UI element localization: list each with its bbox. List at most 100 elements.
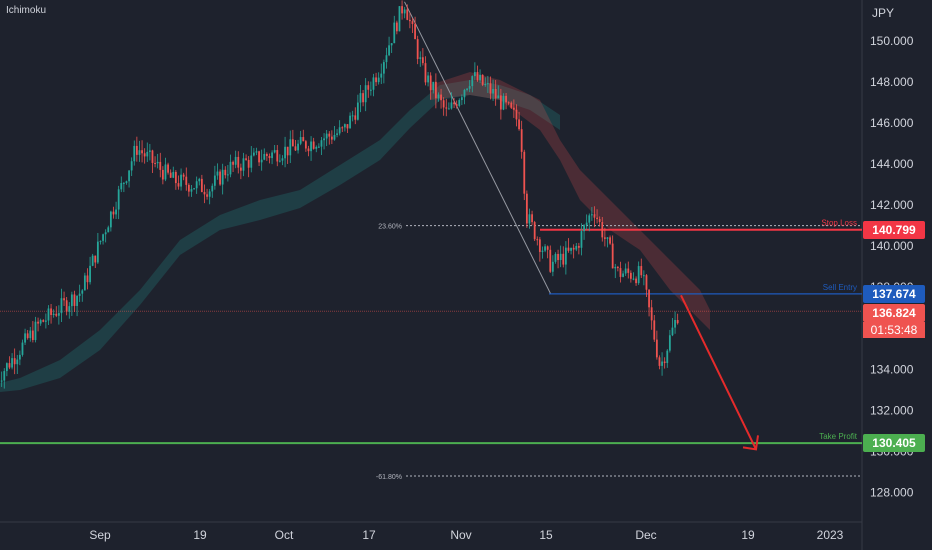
candle-body-260 [671, 327, 674, 336]
y-tick-label-7: 142.000 [870, 198, 914, 212]
candle-body-105 [268, 155, 271, 159]
candle-body-255 [658, 357, 661, 366]
candle-body-245 [632, 278, 635, 280]
candle-body-132 [338, 127, 341, 134]
y-tick-label-3: 134.000 [870, 362, 914, 376]
candle-body-166 [427, 75, 429, 83]
candle-body-40 [99, 240, 102, 242]
candle-body-144 [369, 89, 372, 91]
candle-body-186 [479, 74, 481, 81]
candle-body-137 [351, 115, 354, 117]
candle-body-46 [115, 209, 117, 215]
candle-body-176 [453, 102, 455, 105]
x-tick-label-2: Oct [275, 528, 294, 542]
candle-body-128 [328, 133, 331, 137]
candle-body-230 [593, 214, 596, 218]
candle-body-109 [278, 160, 281, 162]
candle-body-44 [109, 211, 112, 228]
candle-body-155 [398, 6, 401, 32]
candle-body-211 [544, 246, 546, 251]
candle-body-52 [130, 161, 133, 171]
candle-body-203 [523, 151, 526, 194]
candle-body-216 [557, 253, 559, 261]
candle-body-147 [377, 77, 380, 83]
candle-body-114 [291, 139, 294, 147]
candle-body-161 [414, 23, 416, 40]
candle-body-86 [219, 171, 221, 185]
candle-body-103 [263, 153, 266, 160]
candle-body-82 [208, 191, 211, 197]
candle-body-256 [661, 361, 663, 366]
candle-body-191 [492, 88, 494, 94]
candle-body-124 [317, 146, 320, 148]
candle-body-177 [455, 104, 458, 106]
candle-body-238 [614, 266, 617, 269]
candle-body-225 [580, 231, 583, 248]
candle-body-28 [68, 306, 71, 312]
candle-body-136 [349, 115, 351, 129]
candle-body-94 [239, 167, 242, 171]
candle-body-120 [307, 148, 310, 152]
candle-body-184 [473, 72, 476, 77]
candle-body-153 [393, 22, 396, 44]
candle-body-160 [411, 21, 414, 24]
candle-body-221 [570, 247, 572, 251]
candle-body-55 [138, 150, 141, 155]
candle-body-5 [8, 363, 11, 368]
candle-body-42 [104, 232, 107, 235]
candle-body-232 [598, 219, 601, 223]
indicator-title[interactable]: Ichimoku [6, 5, 47, 16]
candle-body-149 [382, 62, 385, 74]
candle-body-204 [525, 193, 528, 224]
projection-arrow-head [742, 435, 759, 451]
candle-body-129 [330, 136, 333, 140]
candle-body-126 [323, 138, 325, 141]
candle-body-104 [265, 153, 268, 156]
candle-body-140 [359, 93, 362, 103]
candle-body-181 [466, 88, 468, 90]
candle-body-146 [375, 77, 377, 83]
candle-body-228 [588, 215, 591, 223]
candles [0, 0, 679, 389]
candle-body-122 [312, 141, 315, 149]
candle-body-222 [572, 247, 575, 250]
candle-body-49 [122, 182, 125, 184]
y-tick-label-6: 140.000 [870, 239, 914, 253]
candle-body-190 [489, 83, 492, 94]
candle-body-141 [362, 93, 364, 103]
candle-body-24 [57, 313, 60, 316]
candle-body-257 [663, 361, 666, 364]
x-tick-label-4: Nov [450, 528, 471, 542]
candle-body-143 [367, 85, 370, 90]
candle-body-23 [55, 313, 58, 316]
candle-body-20 [47, 308, 50, 321]
candle-body-138 [354, 115, 357, 120]
candle-body-67 [169, 172, 172, 178]
candle-body-111 [284, 146, 286, 159]
candle-body-85 [216, 171, 219, 176]
candle-body-131 [336, 133, 338, 135]
candle-body-14 [31, 330, 34, 340]
candle-body-48 [120, 183, 123, 190]
candle-body-80 [203, 191, 206, 195]
level-label-2: Take Profit [819, 432, 858, 441]
candle-body-77 [195, 181, 198, 189]
candle-body-98 [250, 155, 253, 168]
currency-label: JPY [872, 6, 895, 20]
candle-body-9 [18, 354, 21, 360]
candle-body-118 [302, 137, 305, 142]
candle-body-69 [174, 171, 177, 184]
candle-body-102 [260, 159, 263, 163]
candle-body-8 [16, 359, 19, 365]
x-tick-label-6: Dec [635, 528, 656, 542]
candle-body-196 [505, 95, 507, 103]
candle-body-95 [242, 158, 245, 171]
candle-body-249 [642, 275, 645, 277]
candle-body-113 [289, 139, 292, 156]
candle-body-83 [211, 185, 214, 192]
candle-body-37 [91, 255, 94, 266]
candle-body-159 [408, 19, 411, 22]
candle-body-117 [299, 137, 302, 144]
candle-body-208 [536, 239, 539, 241]
